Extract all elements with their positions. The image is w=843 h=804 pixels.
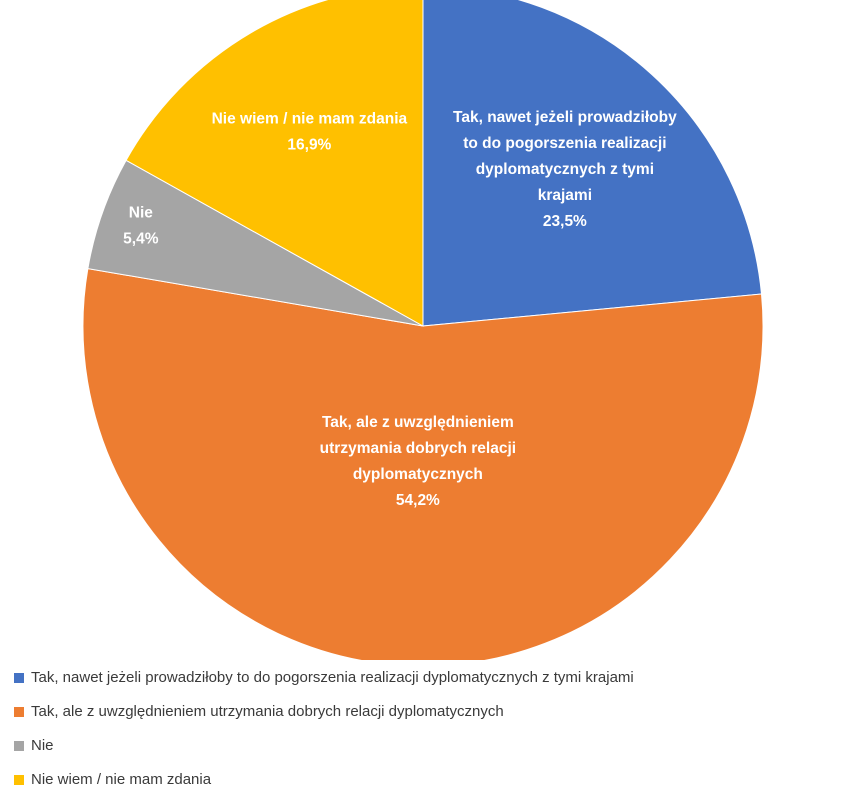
slice-category-label: dyplomatycznych: [353, 466, 483, 483]
slice-value-label: 16,9%: [287, 137, 331, 154]
pie-slice[interactable]: [422, 0, 763, 327]
legend-label: Nie wiem / nie mam zdania: [31, 771, 212, 788]
pie-slice[interactable]: [125, 0, 424, 327]
slice-label-group: Nie wiem / nie mam zdania 16,9%: [212, 111, 408, 154]
slice-category-label: dyplomatycznych z tymi: [476, 161, 654, 178]
legend-label: Tak, nawet jeżeli prowadziłoby to do pog…: [31, 669, 634, 686]
slice-category-label: krajami: [538, 187, 592, 204]
slice-category-label: Tak, ale z uwzględnieniem: [322, 414, 514, 431]
legend-item[interactable]: Nie: [14, 736, 634, 755]
slice-category-label: to do pogorszenia realizacji: [463, 135, 666, 152]
slice-label-group: Tak, ale z uwzględnieniem utrzymania dobr…: [320, 414, 516, 509]
slice-category-label: utrzymania dobrych relacji: [320, 440, 516, 457]
slice-value-label: 5,4%: [123, 231, 159, 248]
legend-item[interactable]: Tak, ale z uwzględnieniem utrzymania dob…: [14, 702, 634, 721]
legend-swatch: [14, 672, 24, 683]
pie-slice[interactable]: [82, 268, 764, 660]
slice-label-group: Nie 5,4%: [123, 205, 159, 248]
legend-label: Nie: [31, 737, 54, 754]
slice-value-label: 23,5%: [543, 213, 587, 230]
legend-item[interactable]: Tak, nawet jeżeli prowadziłoby to do pog…: [14, 668, 634, 687]
slice-category-label: Tak, nawet jeżeli prowadziłoby: [453, 109, 677, 126]
legend-swatch: [14, 774, 24, 785]
slice-category-label: Nie: [129, 205, 154, 222]
legend-label: Tak, ale z uwzględnieniem utrzymania dob…: [31, 703, 504, 720]
pie-chart-svg: Tak, nawet jeżeli prowadziłoby to do pogo…: [82, 0, 764, 660]
legend-swatch: [14, 706, 24, 717]
slices-layer: [82, 0, 764, 660]
legend-swatch: [14, 740, 24, 751]
labels-layer: Tak, nawet jeżeli prowadziłoby to do pogo…: [123, 109, 677, 509]
slice-value-label: 54,2%: [396, 492, 440, 509]
legend: Tak, nawet jeżeli prowadziłoby to do pog…: [14, 668, 634, 804]
slice-category-label: Nie wiem / nie mam zdania: [212, 111, 408, 128]
slice-label-group: Tak, nawet jeżeli prowadziłoby to do pogo…: [453, 109, 677, 230]
legend-item[interactable]: Nie wiem / nie mam zdania: [14, 770, 634, 789]
